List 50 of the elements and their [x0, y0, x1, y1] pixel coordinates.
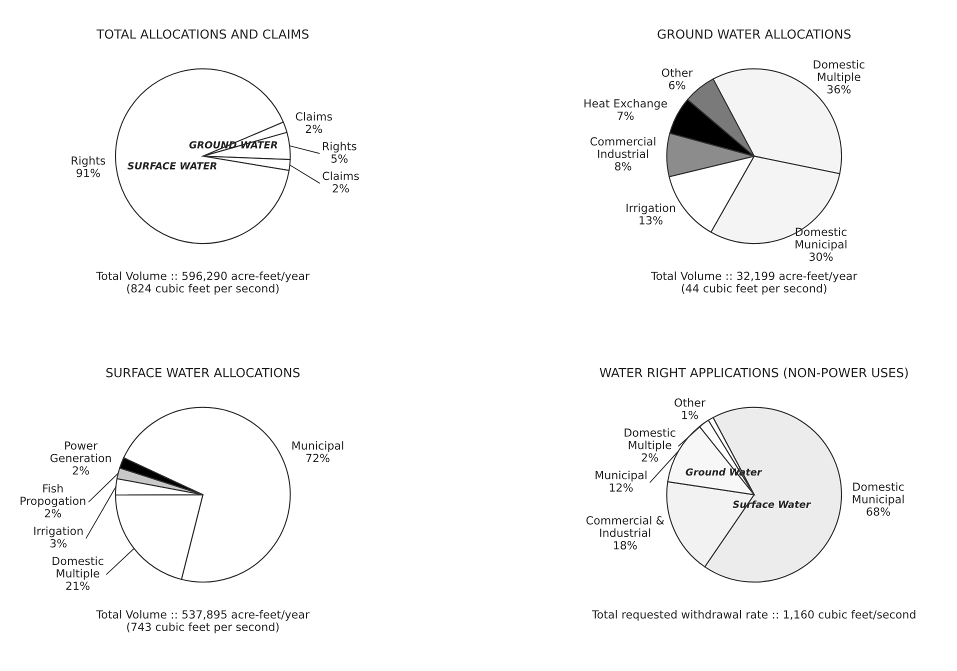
data-label: 68%: [866, 507, 890, 516]
data-label: 8%: [614, 162, 632, 170]
slice-label: Domestic Municipal: [796, 227, 846, 251]
slice-label: Rights: [72, 156, 106, 167]
text: SURFACE WATER: [128, 162, 216, 170]
text: Total Volume :: 537,895 acre-feet/year (743 cubic feet per second): [96, 610, 310, 634]
slice-label: Domestic Multiple: [814, 60, 864, 84]
slice-label: Other: [662, 68, 693, 77]
data-label: 2%: [332, 184, 349, 193]
data-label: 2%: [642, 453, 658, 462]
slice-label: Irrigation: [626, 203, 676, 214]
slice-label: Fish Propogation: [20, 484, 86, 508]
slice-label: Municipal: [596, 470, 646, 482]
slice-label: Commercial & Industrial: [586, 516, 664, 538]
data-label: 72%: [306, 454, 330, 462]
text: Total requested withdrawal rate :: 1,160 cubic feet/second: [592, 610, 916, 621]
slice-label: Municipal: [292, 441, 344, 452]
data-label: 3%: [50, 539, 67, 548]
chart-title: GROUND WATER ALLOCATIONS: [658, 29, 851, 39]
text: Total Volume :: 32,199 acre-feet/year (44 cubic feet per second): [650, 271, 858, 295]
pie-slice: [114, 68, 290, 244]
data-label: 36%: [827, 85, 851, 94]
data-label: 2%: [306, 124, 322, 134]
chart-title: TOTAL ALLOCATIONS AND CLAIMS: [96, 29, 309, 39]
data-label: 5%: [331, 154, 348, 163]
slice-label: Other: [674, 398, 706, 407]
data-label: 1%: [682, 410, 698, 420]
slice-label: Irrigation: [34, 526, 83, 538]
slice-label: Power Generation: [50, 442, 111, 462]
data-label: 30%: [809, 252, 833, 261]
slice-label: Claims: [322, 171, 359, 180]
slice-label: Rights: [322, 142, 356, 153]
data-label: 21%: [66, 582, 90, 590]
data-label: 18%: [614, 541, 637, 550]
data-label: 6%: [668, 80, 686, 90]
slice-label: Domestic Multiple: [52, 556, 104, 580]
chart-title: SURFACE WATER ALLOCATIONS: [106, 368, 300, 378]
data-label: 2%: [44, 509, 62, 518]
data-label: 2%: [72, 466, 89, 475]
slice-label: Claims: [296, 112, 332, 121]
slice-label: Domestic Multiple: [624, 428, 676, 452]
text: Total Volume :: 596,290 acre-feet/year (824 cubic feet per second): [96, 271, 310, 295]
data-label: 7%: [618, 112, 634, 120]
data-label: 91%: [76, 168, 100, 178]
slice-label: Domestic Municipal: [852, 482, 904, 506]
data-label: 12%: [610, 483, 633, 492]
slice-label: Heat Exchange: [584, 98, 667, 110]
slice-label: Commercial Industrial: [590, 136, 656, 158]
chart-title: WATER RIGHT APPLICATIONS (NON-POWER USES): [600, 368, 908, 379]
data-label: 13%: [640, 216, 662, 224]
